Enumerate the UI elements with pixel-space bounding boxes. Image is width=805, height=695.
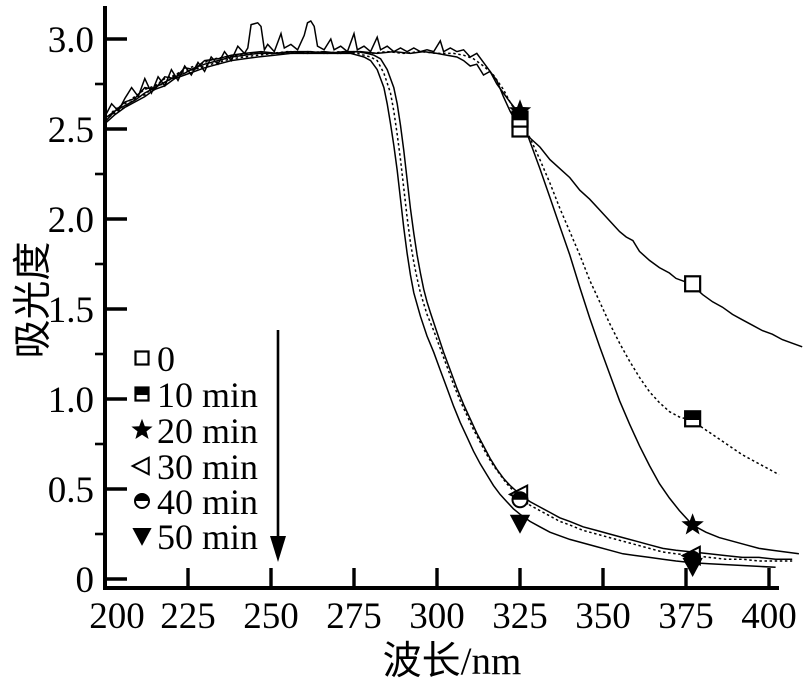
x-tick-label: 400 bbox=[741, 596, 797, 637]
legend-label: 40 min bbox=[157, 482, 258, 522]
series-line-30-min bbox=[104, 50, 793, 560]
legend-item-30-min: 30 min bbox=[130, 447, 258, 487]
legend-label: 50 min bbox=[157, 517, 258, 557]
half-circle-marker-icon bbox=[134, 493, 150, 509]
legend-item-10-min: 10 min bbox=[134, 375, 258, 415]
half-circle-marker-icon bbox=[511, 491, 529, 509]
x-tick-label: 300 bbox=[409, 596, 465, 637]
curves-layer bbox=[104, 20, 803, 569]
legend-label: 10 min bbox=[157, 375, 258, 415]
star-marker-icon bbox=[508, 99, 532, 121]
down-triangle-marker-icon bbox=[682, 557, 703, 577]
legend-item-20-min: 20 min bbox=[131, 411, 258, 451]
y-tick-label: 3.0 bbox=[48, 20, 94, 61]
series-line-20-min bbox=[104, 50, 800, 555]
x-tick-label: 350 bbox=[575, 596, 631, 637]
legend-item-50-min: 50 min bbox=[132, 517, 258, 557]
open-square-marker-icon bbox=[684, 275, 702, 293]
tick-labels-layer: 200 225 250 275 300 325 350 375 400 0 0.5 1.0 1.5 2.0… bbox=[48, 20, 797, 637]
legend-label: 0 bbox=[157, 339, 175, 379]
series-line-10-min bbox=[104, 50, 780, 476]
star-marker-icon bbox=[131, 418, 153, 439]
y-tick-label: 1.5 bbox=[48, 290, 94, 331]
series-line-50-min bbox=[104, 52, 776, 569]
down-triangle-marker-icon bbox=[509, 514, 531, 534]
half-square-marker-icon bbox=[684, 410, 702, 428]
series-line-0 bbox=[104, 20, 803, 348]
x-tick-label: 250 bbox=[243, 596, 299, 637]
y-axis-title: 吸光度 bbox=[12, 241, 55, 358]
axes-layer bbox=[95, 6, 779, 590]
half-square-marker-icon bbox=[134, 386, 150, 402]
markers-layer bbox=[507, 99, 704, 577]
x-tick-label: 225 bbox=[160, 596, 216, 637]
down-triangle-marker-icon bbox=[132, 528, 152, 546]
y-tick-label: 0.5 bbox=[48, 470, 94, 511]
legend-item-0: 0 bbox=[134, 339, 175, 379]
star-marker-icon bbox=[681, 513, 704, 535]
y-tick-label: 1.0 bbox=[48, 380, 94, 421]
x-tick-label: 325 bbox=[492, 596, 548, 637]
open-square-marker-icon bbox=[134, 350, 150, 366]
y-tick-label: 0 bbox=[76, 560, 95, 601]
y-tick-label: 2.0 bbox=[48, 200, 94, 241]
legend-label: 30 min bbox=[157, 447, 258, 487]
x-tick-label: 375 bbox=[658, 596, 714, 637]
open-left-triangle-marker-icon bbox=[130, 456, 150, 476]
legend-label: 20 min bbox=[157, 411, 258, 451]
x-tick-label: 275 bbox=[326, 596, 382, 637]
arrow-down-icon bbox=[270, 330, 286, 562]
x-axis-title: 波长/nm bbox=[383, 640, 522, 683]
legend-item-40-min: 40 min bbox=[134, 482, 258, 522]
y-tick-label: 2.5 bbox=[48, 110, 94, 151]
x-tick-label: 200 bbox=[89, 596, 145, 637]
